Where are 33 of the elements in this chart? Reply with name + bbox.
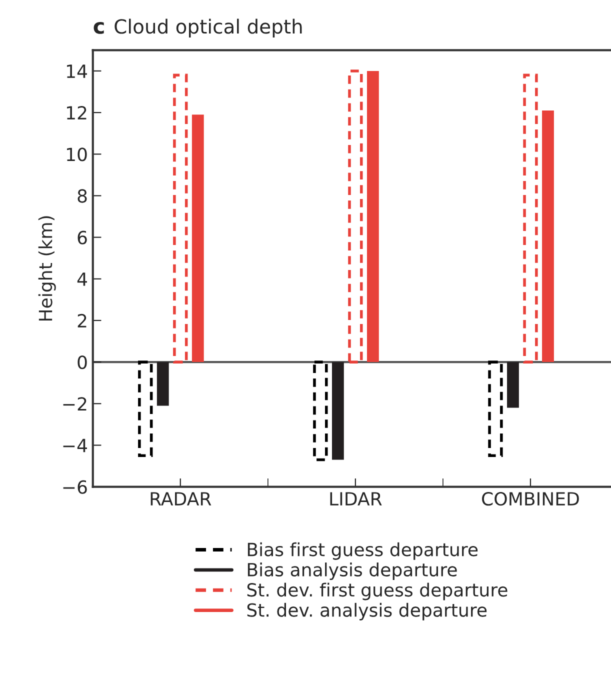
y-tick-label: 6 — [78, 230, 87, 244]
bar — [138, 360, 153, 458]
y-tick-label: 2 — [78, 314, 86, 328]
bar — [542, 110, 554, 362]
bar — [348, 70, 363, 364]
bar — [156, 362, 169, 406]
y-axis-title: Height (km) — [38, 216, 56, 320]
bar — [507, 362, 519, 408]
bar — [332, 362, 344, 460]
bar — [488, 360, 503, 458]
bar — [313, 360, 328, 462]
bar — [523, 74, 538, 364]
x-tick-label: COMBINED — [482, 492, 579, 506]
y-tick-label: −4 — [63, 438, 87, 452]
y-tick-label: −6 — [63, 480, 87, 494]
bar — [192, 114, 204, 362]
chart-title: Cloud optical depth — [114, 18, 302, 38]
y-tick-label: 10 — [67, 148, 87, 162]
y-tick-label: 8 — [78, 189, 87, 203]
legend-label: St. dev. analysis departure — [247, 602, 487, 620]
legend-label: Bias analysis departure — [248, 562, 457, 580]
y-tick-label: 4 — [77, 272, 87, 286]
y-tick-label: −2 — [63, 397, 86, 410]
bar — [366, 70, 379, 362]
y-tick-label: 0 — [78, 356, 87, 370]
y-tick-label: 12 — [67, 106, 86, 120]
bar — [173, 74, 188, 364]
legend-label: Bias first guess departure — [248, 542, 478, 560]
text: c — [94, 22, 104, 34]
x-tick-label: RADAR — [150, 492, 212, 506]
legend-label: St. dev. first guess departure — [247, 582, 508, 600]
y-tick-label: 14 — [67, 64, 87, 78]
x-tick-label: LIDAR — [330, 492, 382, 506]
